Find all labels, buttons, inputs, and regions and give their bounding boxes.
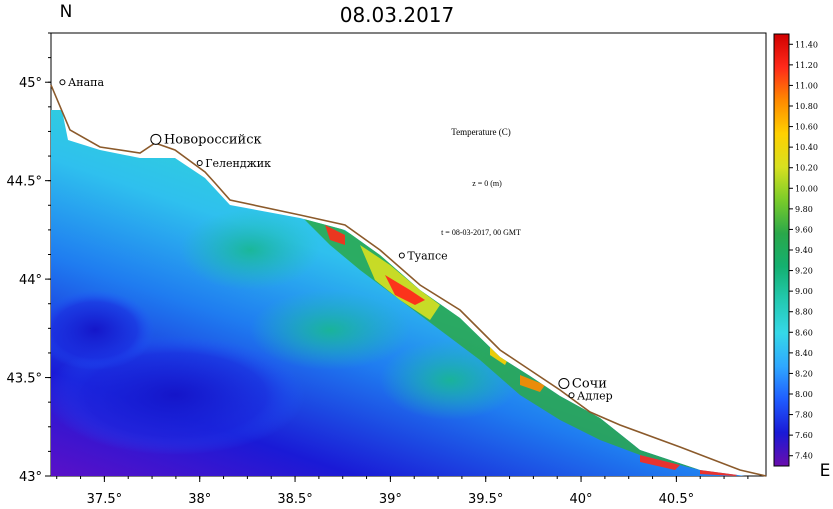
colorbar-label: 7.60	[795, 431, 813, 440]
city-marker	[196, 159, 203, 166]
east-label: E	[820, 461, 831, 481]
depth-annotation: z = 0 (m)	[472, 179, 502, 188]
longitude-tick-label: 38°	[188, 492, 211, 507]
colorbar-label: 8.40	[795, 349, 813, 358]
city-markers: Анапа Новороссийск Геленджик Туапсе СочиАдле…	[59, 76, 613, 402]
colorbar-label: 11.00	[795, 81, 818, 90]
colorbar-label: 8.80	[795, 308, 813, 317]
colorbar-label: 10.80	[795, 102, 818, 111]
colorbar-label: 9.60	[795, 225, 813, 234]
colorbar-label: 7.80	[795, 411, 813, 420]
colorbar-label: 9.20	[795, 267, 813, 276]
city-marker	[558, 377, 570, 389]
latitude-tick-label: 43°	[19, 470, 42, 485]
colorbar-label: 9.00	[795, 287, 813, 296]
longitude-tick-label: 39°	[379, 492, 402, 507]
longitude-tick-label: 40.5°	[659, 492, 694, 507]
colorbar-label: 10.20	[795, 164, 818, 173]
colorbar-label: 7.40	[795, 452, 813, 461]
colorbar-label: 8.00	[795, 390, 813, 399]
colorbar-label: 9.80	[795, 205, 813, 214]
city-marker	[150, 133, 162, 145]
north-label: N	[60, 2, 73, 22]
longitude-tick-label: 39.5°	[468, 492, 503, 507]
city-label: Геленджик	[205, 157, 271, 170]
latitude-tick-label: 44°	[19, 273, 42, 288]
city-marker	[59, 79, 66, 86]
colorbar-label: 10.60	[795, 123, 818, 132]
colorbar-label: 9.40	[795, 246, 813, 255]
variable-annotation: Temperature (C)	[451, 127, 511, 137]
map-title: 08.03.2017	[340, 3, 455, 27]
latitude-axis: 45° 44.5° 44° 43.5° 43°	[7, 32, 51, 485]
latitude-tick-label: 44.5°	[7, 175, 42, 190]
colorbar-label: 10.40	[795, 143, 818, 152]
longitude-tick-label: 37.5°	[87, 492, 122, 507]
colorbar-label: 8.60	[795, 328, 813, 337]
city-label: Сочи	[572, 376, 607, 391]
colorbar-label: 11.40	[795, 40, 818, 49]
coastline	[50, 84, 767, 477]
colorbar-label: 8.20	[795, 369, 813, 378]
colorbar: 11.40 11.20 11.00 10.80 10.60 10.40 10.20 10.00…	[773, 33, 818, 467]
city-label: Адлер	[577, 389, 613, 402]
city-label: Анапа	[68, 76, 105, 89]
latitude-tick-label: 45°	[19, 76, 42, 91]
city-marker	[398, 252, 405, 259]
colorbar-label: 10.00	[795, 184, 818, 193]
city-marker	[568, 392, 575, 399]
time-annotation: t = 08-03-2017, 00 GMT	[441, 228, 521, 237]
colorbar-label: 11.20	[795, 61, 818, 70]
city-label: Туапсе	[407, 249, 447, 262]
longitude-tick-label: 40°	[570, 492, 593, 507]
longitude-axis: 37.5° 38° 38.5° 39° 39.5° 40° 40.5°	[56, 476, 749, 507]
city-label: Новороссийск	[164, 132, 262, 147]
latitude-tick-label: 43.5°	[7, 372, 42, 387]
longitude-tick-label: 38.5°	[277, 492, 312, 507]
